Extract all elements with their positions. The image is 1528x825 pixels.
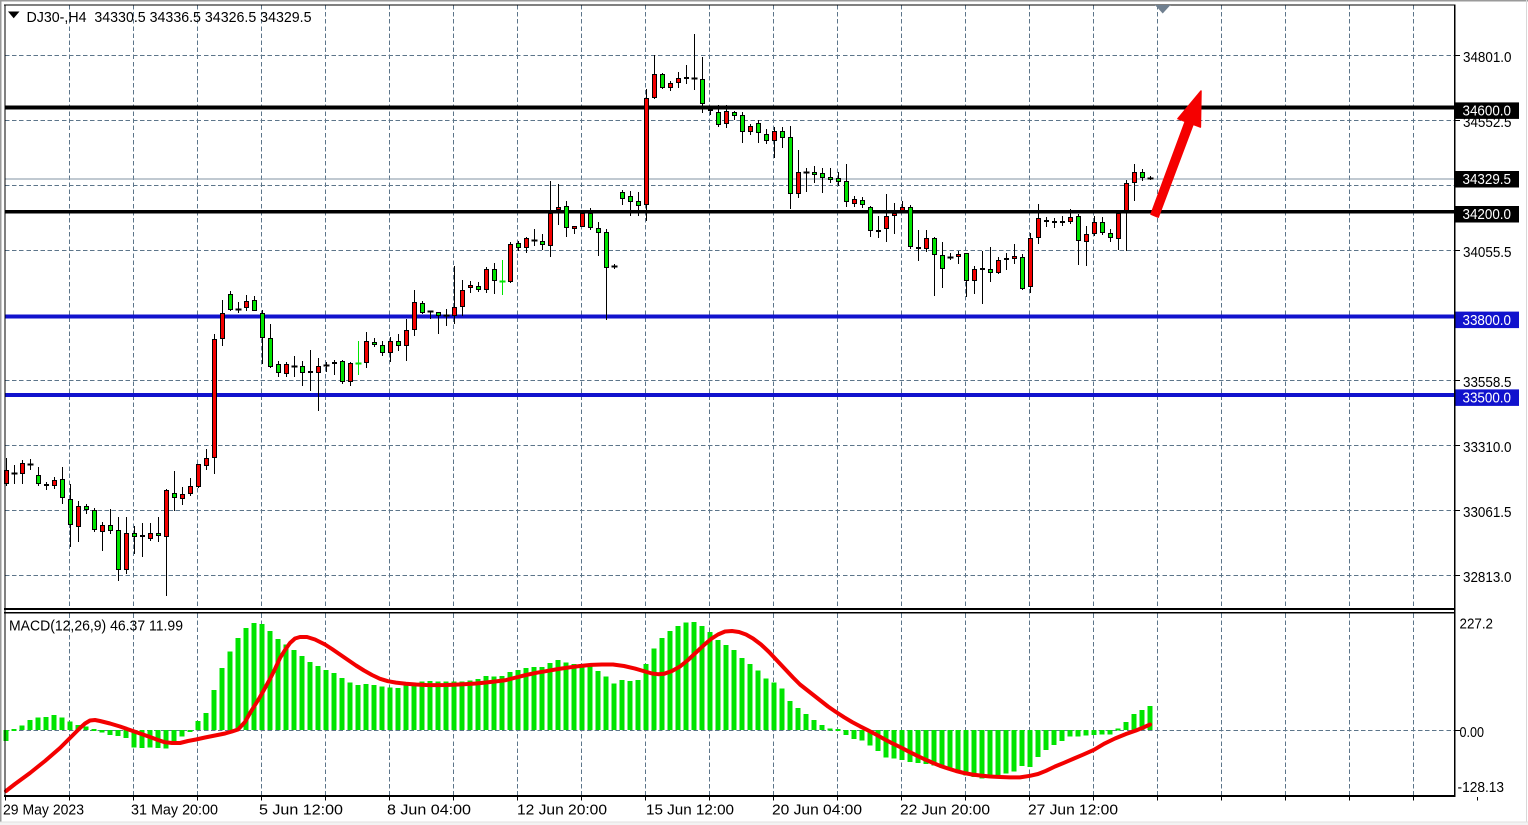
svg-text:12 Jun 20:00: 12 Jun 20:00 xyxy=(517,802,607,819)
svg-text:27 Jun 12:00: 27 Jun 12:00 xyxy=(1028,802,1118,819)
svg-text:32813.0: 32813.0 xyxy=(1463,569,1512,586)
svg-text:20 Jun 04:00: 20 Jun 04:00 xyxy=(772,802,862,819)
svg-text:33310.0: 33310.0 xyxy=(1463,439,1512,456)
svg-text:29 May 2023: 29 May 2023 xyxy=(3,802,84,819)
svg-text:34329.5: 34329.5 xyxy=(1463,171,1512,188)
svg-text:33558.5: 33558.5 xyxy=(1463,374,1512,391)
svg-text:-128.13: -128.13 xyxy=(1458,779,1505,796)
svg-text:34200.0: 34200.0 xyxy=(1463,206,1512,223)
svg-text:15 Jun 12:00: 15 Jun 12:00 xyxy=(646,802,734,819)
svg-text:34055.5: 34055.5 xyxy=(1463,244,1512,261)
svg-text:8 Jun 04:00: 8 Jun 04:00 xyxy=(387,802,471,819)
svg-text:34801.0: 34801.0 xyxy=(1463,49,1512,66)
svg-text:22 Jun 20:00: 22 Jun 20:00 xyxy=(900,802,990,819)
svg-text:DJ30-,H4 34330.5 34336.5 3432: DJ30-,H4 34330.5 34336.5 34326.5 34329.5 xyxy=(27,9,312,26)
svg-text:227.2: 227.2 xyxy=(1460,616,1494,633)
svg-text:5 Jun 12:00: 5 Jun 12:00 xyxy=(259,802,343,819)
svg-text:33800.0: 33800.0 xyxy=(1463,312,1512,329)
svg-text:0.00: 0.00 xyxy=(1460,724,1485,741)
svg-text:MACD(12,26,9) 46.37 11.99: MACD(12,26,9) 46.37 11.99 xyxy=(9,618,183,635)
svg-text:31 May 20:00: 31 May 20:00 xyxy=(131,802,218,819)
svg-text:33500.0: 33500.0 xyxy=(1463,390,1512,407)
svg-text:33061.5: 33061.5 xyxy=(1463,504,1512,521)
svg-text:34600.0: 34600.0 xyxy=(1463,103,1512,120)
